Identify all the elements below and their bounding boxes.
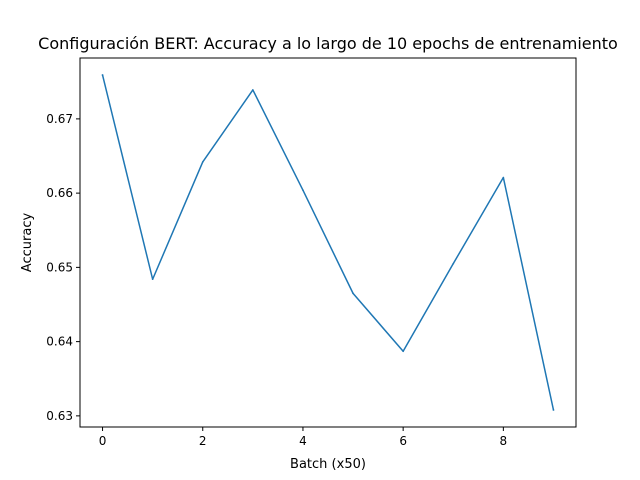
data-point [452, 262, 455, 265]
data-point [252, 89, 254, 91]
y-tick-label: 0.64 [46, 335, 73, 349]
y-tick-label: 0.67 [46, 112, 73, 126]
accuracy-series-line [101, 74, 555, 411]
y-axis-ticks: 0.63 0.64 0.65 0.66 0.67 [46, 112, 80, 423]
data-point [101, 74, 104, 76]
data-point [352, 292, 354, 295]
data-point [552, 409, 555, 411]
y-tick-label: 0.65 [46, 260, 73, 274]
x-tick-label: 4 [299, 434, 307, 448]
chart-title: Configuración BERT: Accuracy a lo largo … [38, 34, 618, 53]
plot-frame [79, 57, 577, 428]
y-axis-label: Accuracy [20, 213, 35, 273]
accuracy-series-points [101, 74, 555, 411]
data-point [302, 189, 304, 191]
data-point [402, 350, 404, 353]
data-point [151, 278, 154, 281]
data-point [502, 176, 505, 179]
x-tick-label: 0 [99, 434, 107, 448]
y-tick-label: 0.66 [46, 186, 73, 200]
x-axis-label: Batch (x50) [290, 457, 366, 472]
x-tick-label: 2 [199, 434, 207, 448]
y-tick-label: 0.63 [46, 409, 73, 423]
data-point [201, 161, 204, 163]
x-tick-label: 8 [500, 434, 508, 448]
x-axis-ticks: 0 2 4 6 8 [99, 427, 507, 448]
x-tick-label: 6 [399, 434, 407, 448]
